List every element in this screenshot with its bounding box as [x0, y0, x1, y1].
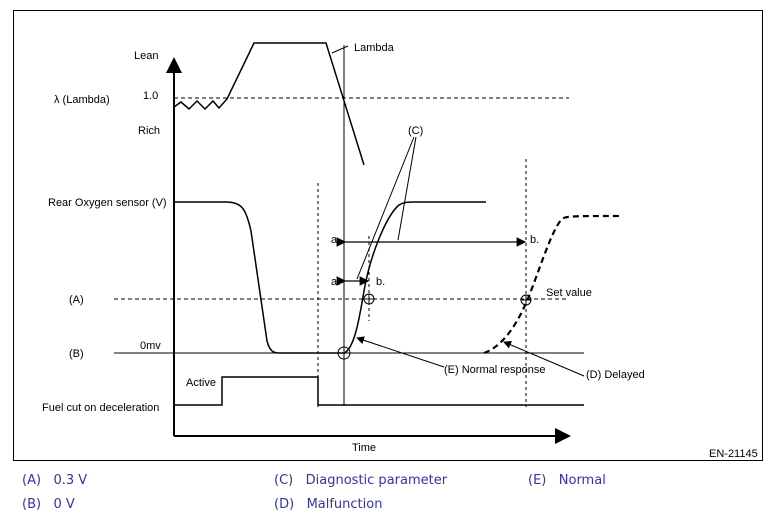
- legend-item-c: (C) Diagnostic parameter: [274, 473, 447, 488]
- fuel-cut-label: Fuel cut on deceleration: [42, 402, 159, 414]
- fuel-cut-signal: [174, 376, 584, 406]
- normal-response-curve: [343, 201, 486, 354]
- legend-text-a: 0.3 V: [53, 473, 88, 488]
- lambda-curve: [173, 42, 365, 166]
- legend-item-a: (A) 0.3 V: [22, 473, 87, 488]
- d-leader: [503, 341, 585, 377]
- rear-o2-fall-curve: [174, 201, 344, 354]
- lambda-one-label: 1.0: [143, 90, 158, 102]
- zero-mv-label: 0mv: [140, 340, 161, 352]
- lambda-axis-label: λ (Lambda): [54, 94, 110, 106]
- legend-key-a: (A): [22, 473, 42, 488]
- rich-label: Rich: [138, 125, 160, 137]
- zero-crossing-marker: [337, 346, 351, 360]
- c-leader-upper: [397, 136, 417, 241]
- legend-text-d: Malfunction: [306, 497, 383, 512]
- legend-text-c: Diagnostic parameter: [305, 473, 448, 488]
- rear-o2-label: Rear Oxygen sensor (V): [48, 197, 167, 209]
- b-lower-label: b.: [376, 276, 385, 288]
- c-callout-label: (C): [408, 125, 423, 137]
- a-lower-label: a.: [331, 276, 340, 288]
- lean-label: Lean: [134, 50, 158, 62]
- normal-set-value-marker: [363, 293, 375, 305]
- level-b-label: (B): [69, 348, 84, 360]
- lambda-curve-label: Lambda: [354, 42, 395, 54]
- legend-key-b: (B): [22, 497, 42, 512]
- legend-text-e: Normal: [558, 473, 606, 488]
- time-label: Time: [352, 442, 376, 454]
- level-a-label: (A): [69, 294, 84, 306]
- normal-response-label: (E) Normal response: [444, 364, 545, 376]
- diagram-frame: Lean λ (Lambda) 1.0 Rich Lambda Rear Oxy…: [13, 10, 763, 461]
- legend-key-d: (D): [274, 497, 295, 512]
- set-value-label: Set value: [546, 287, 592, 299]
- legend-key-c: (C): [274, 473, 294, 488]
- delayed-set-value-marker: [520, 294, 532, 306]
- lambda-leader-line: [331, 45, 349, 54]
- b-upper-label: b.: [530, 234, 539, 246]
- legend-item-d: (D) Malfunction: [274, 497, 382, 512]
- delayed-label: (D) Delayed: [586, 369, 645, 381]
- active-label: Active: [186, 377, 216, 389]
- e-leader: [356, 336, 445, 368]
- legend-item-e: (E) Normal: [528, 473, 606, 488]
- a-upper-label: a.: [331, 234, 340, 246]
- legend-item-b: (B) 0 V: [22, 497, 75, 512]
- delayed-response-curve: [483, 214, 620, 355]
- legend-key-e: (E): [528, 473, 547, 488]
- c-leader-lower: [356, 136, 415, 280]
- legend-text-b: 0 V: [53, 497, 75, 512]
- figure-id-label: EN-21145: [709, 448, 758, 460]
- timing-diagram: Lean λ (Lambda) 1.0 Rich Lambda Rear Oxy…: [42, 42, 758, 460]
